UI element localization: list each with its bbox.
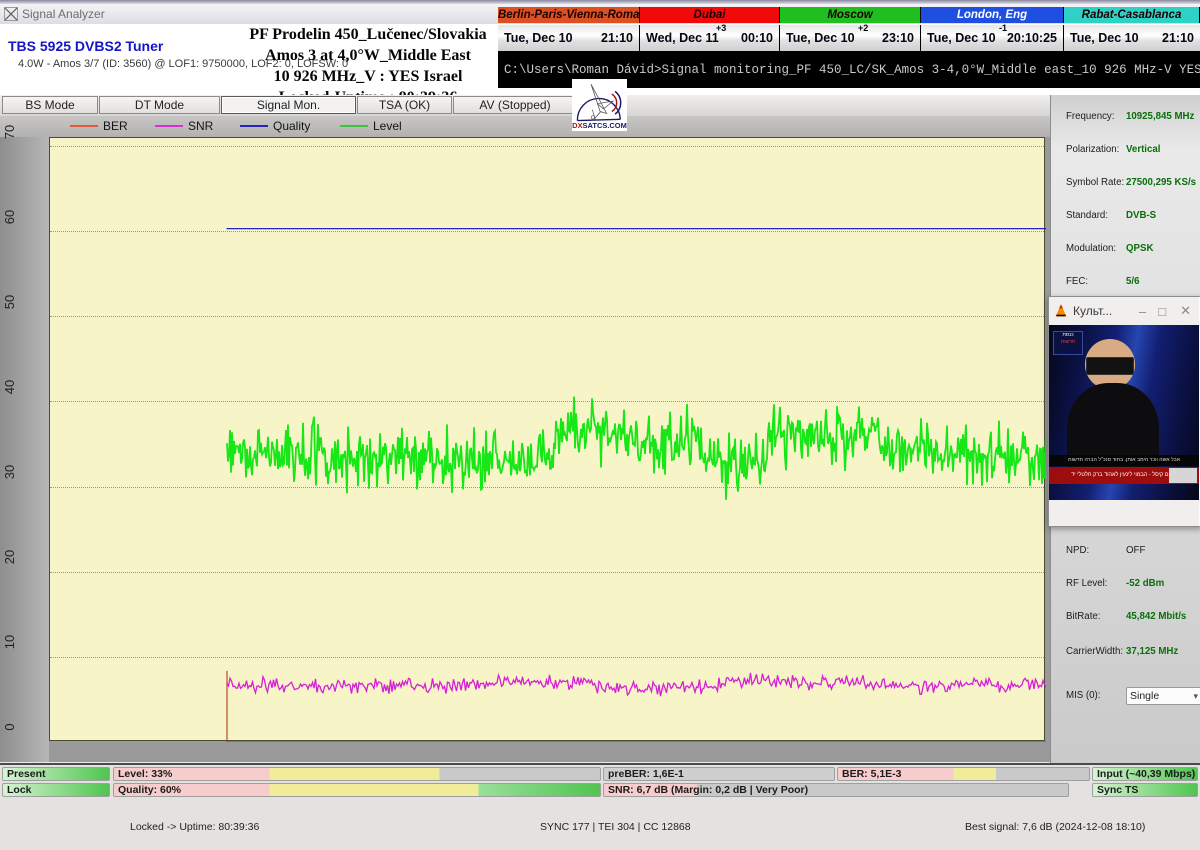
svg-text:DXSATCS.COM: DXSATCS.COM: [572, 121, 627, 130]
